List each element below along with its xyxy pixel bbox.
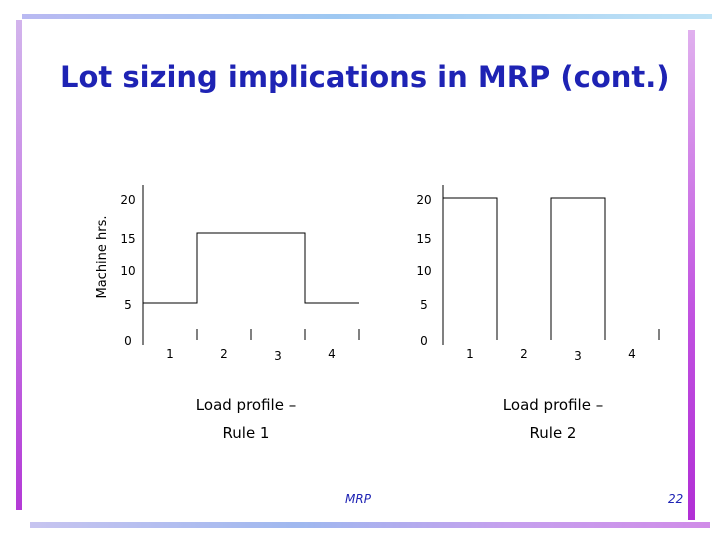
load-profile-bar <box>442 197 498 340</box>
load-profile-step-line <box>143 232 359 304</box>
y-tick-label: 10 <box>416 264 431 278</box>
y-tick-label: 0 <box>124 334 132 348</box>
chart-caption: Load profile – <box>196 396 296 414</box>
slide-title: Lot sizing implications in MRP (cont.) <box>60 60 670 94</box>
x-tick-label: 4 <box>328 347 336 361</box>
x-tick-label: 4 <box>628 347 636 361</box>
y-axis-label: Machine hrs. <box>95 215 110 298</box>
chart-caption: Rule 1 <box>223 424 270 442</box>
x-tick-label: 1 <box>466 347 474 361</box>
x-tick-label: 2 <box>220 347 228 361</box>
y-tick-label: 20 <box>120 193 135 207</box>
top-accent-bar <box>22 14 712 19</box>
y-tick-label: 15 <box>120 232 135 246</box>
x-tick-label: 3 <box>574 349 582 363</box>
y-tick-label: 5 <box>124 298 132 312</box>
y-tick-label: 15 <box>416 232 431 246</box>
x-tick-label: 1 <box>166 347 174 361</box>
x-tick-label: 2 <box>520 347 528 361</box>
y-tick-label: 20 <box>416 193 431 207</box>
right-accent-bar <box>688 30 695 520</box>
bottom-accent-bar <box>30 522 710 528</box>
footer-label: MRP <box>345 492 371 506</box>
chart-caption: Rule 2 <box>530 424 577 442</box>
page-number: 22 <box>668 492 684 506</box>
chart-caption: Load profile – <box>503 396 603 414</box>
load-profile-bar <box>550 197 606 340</box>
x-tick-label: 3 <box>274 349 282 363</box>
left-accent-bar <box>16 20 22 510</box>
y-tick-label: 10 <box>120 264 135 278</box>
y-tick-label: 0 <box>420 334 428 348</box>
y-tick-label: 5 <box>420 298 428 312</box>
